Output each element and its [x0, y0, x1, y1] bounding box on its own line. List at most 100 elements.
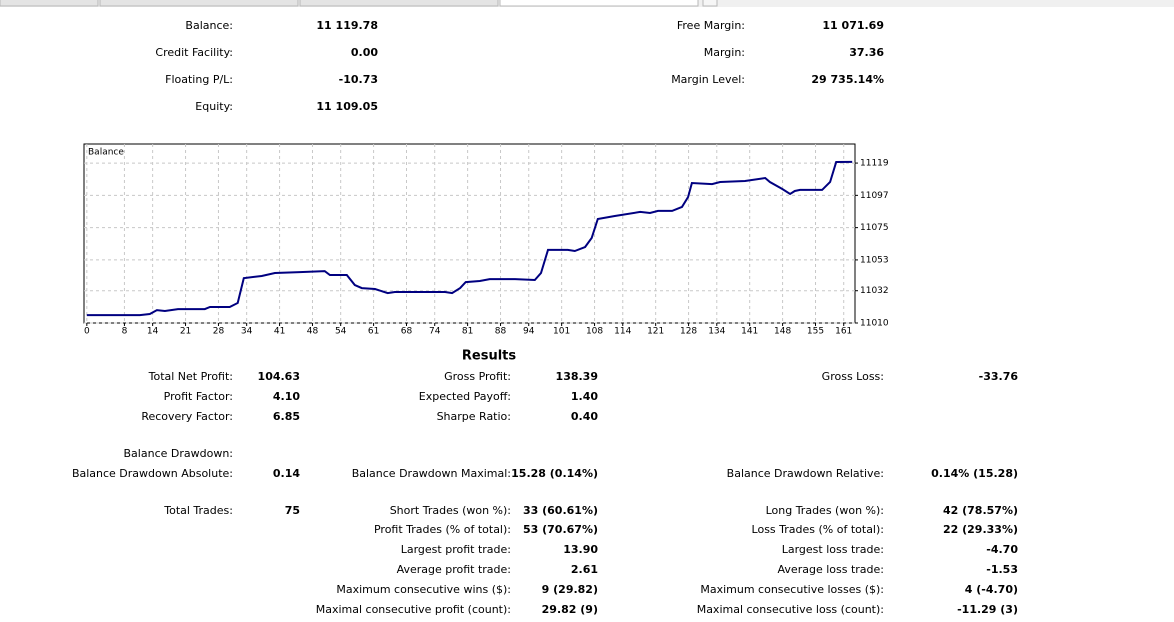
result-value: 4 (-4.70): [965, 583, 1018, 596]
result-value: 9 (29.82): [542, 583, 598, 596]
tab-active[interactable]: [499, 0, 699, 7]
field-value: 29 735.14%: [811, 73, 884, 86]
y-tick-label: 11075: [860, 223, 889, 233]
field-label: Free Margin:: [677, 19, 745, 32]
result-value: 13.90: [563, 543, 598, 556]
x-tick-label: 54: [335, 327, 347, 337]
result-label: Maximum consecutive wins ($):: [336, 583, 511, 596]
field-label: Margin:: [704, 46, 745, 59]
result-label: Largest profit trade:: [401, 543, 511, 556]
field-value: 11 109.05: [316, 100, 378, 113]
result-value: 22 (29.33%): [943, 523, 1018, 536]
result-value: 4.10: [273, 390, 300, 403]
result-value: 33 (60.61%): [523, 504, 598, 517]
result-label: Balance Drawdown:: [124, 447, 233, 460]
result-value: 75: [285, 504, 300, 517]
result-value: 15.28 (0.14%): [511, 467, 598, 480]
x-tick-label: 94: [523, 327, 535, 337]
x-tick-label: 101: [553, 327, 570, 337]
chart-frame: [83, 143, 856, 324]
result-label: Expected Payoff:: [419, 390, 511, 403]
result-label: Maximal consecutive loss (count):: [697, 603, 884, 616]
tab-new[interactable]: [702, 0, 718, 7]
result-label: Sharpe Ratio:: [437, 410, 511, 423]
result-label: Gross Profit:: [444, 370, 511, 383]
result-label: Balance Drawdown Maximal:: [352, 467, 511, 480]
field-value: -10.73: [339, 73, 378, 86]
tab[interactable]: [0, 0, 99, 7]
x-tick-label: 48: [307, 327, 319, 337]
result-label: Profit Trades (% of total):: [374, 523, 511, 536]
results-title: Results: [462, 349, 516, 364]
result-value: -33.76: [979, 370, 1019, 383]
x-tick-label: 21: [180, 327, 191, 337]
x-tick-label: 114: [614, 327, 631, 337]
result-label: Short Trades (won %):: [390, 504, 511, 517]
result-value: 0.14% (15.28): [931, 467, 1018, 480]
tab[interactable]: [99, 0, 299, 7]
result-value: 0.40: [571, 410, 598, 423]
x-tick-label: 74: [429, 327, 441, 337]
balance-line: [86, 160, 853, 317]
x-tick-label: 155: [807, 327, 824, 337]
result-label: Average loss trade:: [778, 563, 884, 576]
x-tick-label: 14: [147, 327, 159, 337]
result-label: Total Trades:: [163, 504, 233, 517]
result-value: 1.40: [571, 390, 598, 403]
result-label: Balance Drawdown Absolute:: [72, 467, 233, 480]
y-tick-label: 11032: [860, 286, 889, 296]
field-label: Floating P/L:: [165, 73, 233, 86]
x-tick-label: 88: [495, 327, 507, 337]
result-value: -11.29 (3): [957, 603, 1018, 616]
result-value: 0.14: [273, 467, 300, 480]
x-tick-label: 134: [708, 327, 725, 337]
field-label: Equity:: [195, 100, 233, 113]
x-tick-label: 61: [368, 327, 379, 337]
field-value: 0.00: [351, 46, 378, 59]
result-label: Average profit trade:: [397, 563, 511, 576]
x-tick-label: 41: [274, 327, 285, 337]
result-label: Loss Trades (% of total):: [752, 523, 884, 536]
result-value: 6.85: [273, 410, 300, 423]
result-value: -4.70: [986, 543, 1018, 556]
x-tick-label: 128: [680, 327, 697, 337]
field-label: Credit Facility:: [155, 46, 233, 59]
result-label: Total Net Profit:: [148, 370, 233, 383]
field-value: 37.36: [849, 46, 884, 59]
tab-bar: [0, 0, 1174, 7]
x-tick-label: 68: [401, 327, 413, 337]
result-value: 2.61: [571, 563, 598, 576]
field-label: Margin Level:: [671, 73, 745, 86]
x-tick-label: 8: [122, 327, 128, 337]
y-tick-label: 11010: [860, 319, 889, 329]
y-tick-label: 11119: [860, 159, 889, 169]
result-label: Long Trades (won %):: [766, 504, 884, 517]
y-tick-label: 11097: [860, 191, 889, 201]
result-label: Largest loss trade:: [782, 543, 884, 556]
field-value: 11 071.69: [822, 19, 884, 32]
chart-title: Balance: [88, 148, 124, 158]
result-value: 42 (78.57%): [943, 504, 1018, 517]
x-tick-label: 28: [213, 327, 225, 337]
result-value: 138.39: [556, 370, 598, 383]
result-value: 53 (70.67%): [523, 523, 598, 536]
x-tick-label: 108: [586, 327, 603, 337]
x-tick-label: 0: [84, 327, 90, 337]
result-value: 104.63: [258, 370, 300, 383]
field-value: 11 119.78: [316, 19, 378, 32]
x-tick-label: 34: [241, 327, 253, 337]
result-label: Gross Loss:: [822, 370, 884, 383]
tab[interactable]: [299, 0, 499, 7]
x-tick-label: 121: [647, 327, 664, 337]
result-label: Profit Factor:: [164, 390, 233, 403]
result-value: 29.82 (9): [542, 603, 598, 616]
result-label: Maximal consecutive profit (count):: [316, 603, 511, 616]
x-tick-label: 148: [774, 327, 791, 337]
x-tick-label: 81: [462, 327, 473, 337]
x-tick-label: 161: [835, 327, 852, 337]
field-label: Balance:: [185, 19, 233, 32]
x-tick-label: 141: [741, 327, 758, 337]
y-tick-label: 11053: [860, 255, 889, 265]
result-value: -1.53: [986, 563, 1018, 576]
